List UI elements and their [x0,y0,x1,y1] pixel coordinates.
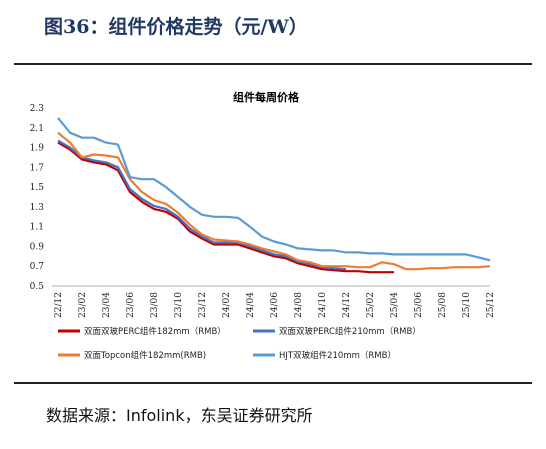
x-tick-label: 25/02 [366,292,376,318]
x-tick-label: 24/06 [270,292,280,318]
x-tick-label: 25/06 [414,292,424,318]
x-axis-ticks: 22/12 23/02 23/04 23/06 23/08 23/10 23/12 24/02… [54,292,496,318]
y-tick-label: 1.5 [30,183,45,193]
series-line-0 [57,141,394,274]
legend-label-1: 双面双玻PERC组件210mm（RMB） [279,326,421,337]
x-tick-label: 25/10 [462,292,472,318]
bottom-rule [14,382,532,384]
data-source-note: 数据来源：Infolink，东吴证券研究所 [46,406,313,425]
x-tick-label: 23/12 [198,292,208,318]
x-tick-label: 24/02 [222,292,232,318]
y-tick-label: 0.9 [30,242,45,252]
series-line-3 [57,117,491,262]
y-tick-label: 0.7 [30,262,45,272]
legend-label-3: HJT双玻组件210mm（RMB） [279,350,396,361]
figure-title: 图36：组件价格走势（元/W） [44,16,308,38]
x-tick-label: 23/10 [174,292,184,318]
top-rule [14,63,532,65]
chart-title: 组件每周价格 [233,90,300,104]
legend-label-0: 双面双玻PERC组件182mm（RMB） [84,326,226,337]
chart-legend: 双面双玻PERC组件182mm（RMB） 双面双玻PERC组件210mm（RMB）… [58,326,421,361]
x-tick-label: 23/02 [78,292,88,318]
y-tick-label: 2.3 [30,104,45,114]
x-tick-label: 24/08 [294,292,304,318]
y-tick-label: 1.7 [30,163,45,173]
series-lines [57,117,491,274]
y-tick-label: 1.9 [30,144,45,154]
x-tick-label: 24/10 [318,292,328,318]
series-line-2 [57,131,491,271]
y-tick-label: 1.3 [30,203,45,213]
y-axis-ticks: 0.5 0.7 0.9 1.1 1.3 1.5 1.7 1.9 2.1 2.3 [30,104,45,292]
y-tick-label: 0.5 [30,282,45,292]
x-tick-label: 25/04 [390,292,400,318]
x-tick-label: 22/12 [54,292,64,318]
y-tick-label: 2.1 [30,124,44,134]
x-tick-label: 24/04 [246,292,256,318]
series-line-1 [57,139,347,271]
x-tick-label: 25/12 [486,292,496,318]
x-tick-label: 23/06 [126,292,136,318]
x-tick-label: 23/04 [102,292,112,318]
x-tick-label: 24/12 [342,292,352,318]
legend-label-2: 双面Topcon组件182mm(RMB) [84,350,206,361]
x-tick-label: 25/08 [438,292,448,318]
x-tick-label: 23/08 [150,292,160,318]
y-tick-label: 1.1 [30,223,44,233]
